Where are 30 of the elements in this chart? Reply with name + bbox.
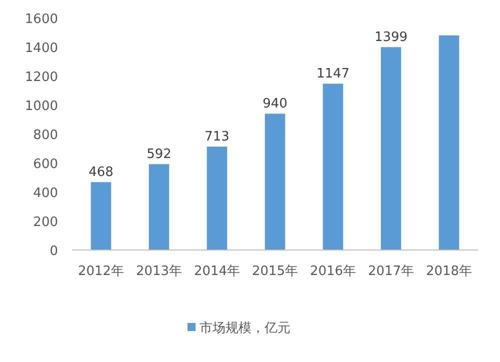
data-label: 713	[204, 130, 230, 145]
x-tick-label: 2014年	[194, 264, 240, 279]
x-tick-label: 2012年	[78, 264, 124, 279]
y-tick-label: 1600	[24, 12, 58, 27]
bar	[90, 182, 112, 250]
y-tick-label: 200	[33, 215, 58, 230]
y-tick-label: 1200	[24, 70, 58, 85]
x-tick-label: 2013年	[136, 264, 182, 279]
x-tick-label: 2017年	[368, 264, 414, 279]
data-label: 1399	[374, 30, 408, 46]
data-label: 592	[146, 147, 172, 162]
legend-label: 市场规模，亿元	[200, 321, 290, 336]
x-tick-label: 2015年	[252, 264, 298, 279]
bar	[380, 47, 402, 250]
bar	[148, 164, 170, 250]
y-tick-label: 400	[33, 186, 58, 201]
bar	[206, 146, 228, 250]
y-tick-label: 1000	[24, 99, 58, 114]
y-tick-label: 1400	[24, 41, 58, 56]
bar	[322, 84, 344, 250]
data-label: 1147	[316, 66, 350, 82]
y-tick-label: 0	[50, 244, 58, 259]
bar	[264, 114, 286, 250]
y-tick-label: 600	[33, 157, 58, 172]
y-tick-label: 800	[33, 128, 58, 143]
data-label: 940	[262, 96, 288, 112]
x-tick-label: 2016年	[310, 264, 356, 279]
x-tick-label: 2018年	[426, 264, 472, 279]
bar	[438, 35, 460, 250]
data-label: 468	[88, 165, 114, 180]
